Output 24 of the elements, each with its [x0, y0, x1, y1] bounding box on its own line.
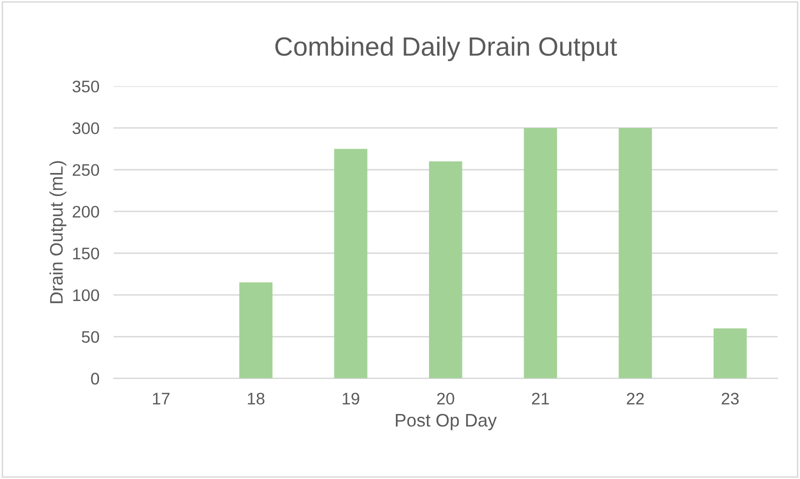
- x-tick-label: 18: [248, 392, 264, 405]
- x-tick-label: 21: [532, 392, 549, 404]
- bar: [524, 128, 558, 378]
- y-tick-label: 150: [73, 248, 100, 260]
- bar: [618, 128, 652, 378]
- y-tick-label: 200: [72, 206, 100, 218]
- y-tick-label: 50: [82, 331, 100, 343]
- chart-title: Combined Daily Drain Output: [275, 36, 618, 62]
- bar: [714, 328, 747, 378]
- x-axis-title: Post Op Day: [396, 414, 497, 430]
- x-tick-label: 19: [342, 392, 360, 405]
- x-tick-label: 17: [153, 392, 170, 404]
- y-tick-label: 250: [72, 164, 100, 176]
- y-tick-label: 100: [73, 289, 100, 302]
- x-tick-label: 22: [626, 392, 644, 404]
- bar: [334, 148, 368, 378]
- y-tick-label: 0: [91, 372, 100, 385]
- bar: [239, 282, 272, 378]
- x-tick-label: 20: [437, 392, 454, 405]
- y-tick-label: 350: [72, 80, 100, 92]
- y-axis-title: Drain Output (mL): [50, 161, 66, 304]
- x-tick-label: 23: [722, 392, 739, 405]
- bar: [429, 161, 462, 378]
- y-tick-label: 300: [72, 122, 100, 134]
